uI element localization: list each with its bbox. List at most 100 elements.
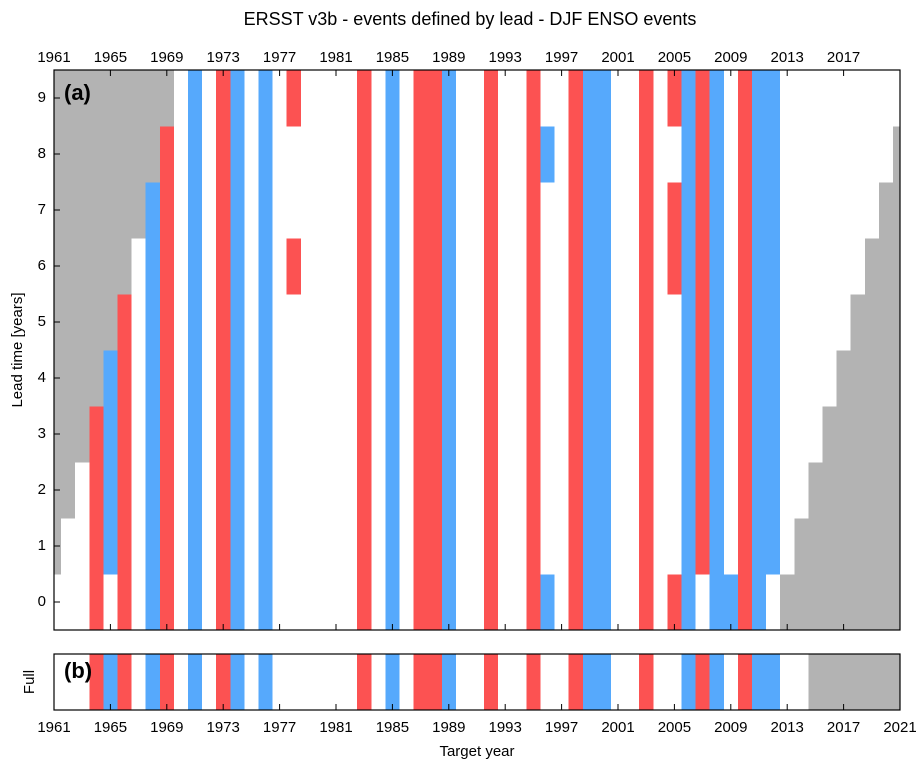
cell <box>822 406 838 463</box>
cell <box>103 182 118 239</box>
cell <box>159 294 175 351</box>
cell <box>484 182 499 239</box>
cell <box>892 462 901 519</box>
cell <box>878 70 894 127</box>
cell <box>625 350 640 407</box>
x-tick-label: 1997 <box>545 719 578 736</box>
cell <box>568 182 584 239</box>
cell <box>653 574 668 631</box>
cell <box>766 182 781 239</box>
cell <box>780 654 795 710</box>
cell <box>117 462 133 519</box>
cell <box>145 294 161 351</box>
cell <box>244 406 259 463</box>
cell <box>385 126 400 183</box>
cell <box>145 350 161 407</box>
cell <box>794 294 809 351</box>
cell <box>61 462 76 519</box>
cell <box>667 462 682 519</box>
cell <box>498 294 513 351</box>
y-tick-label: 6 <box>38 257 46 274</box>
cell <box>328 350 344 407</box>
cell <box>766 294 781 351</box>
cell <box>526 350 541 407</box>
cell <box>653 406 668 463</box>
cell <box>328 70 344 127</box>
cell <box>469 126 485 183</box>
cell <box>117 294 133 351</box>
cell <box>230 238 245 295</box>
cell <box>357 238 372 295</box>
cell <box>300 654 316 710</box>
cell <box>272 350 288 407</box>
cell <box>554 238 570 295</box>
cell <box>371 462 386 519</box>
cell <box>892 406 901 463</box>
x-tick-label-top: 1993 <box>489 49 522 66</box>
cell <box>484 238 499 295</box>
y-tick-label: 0 <box>38 593 46 610</box>
cell <box>723 654 739 710</box>
cell <box>723 462 739 519</box>
cell <box>357 462 372 519</box>
cell <box>75 462 90 519</box>
x-tick-label: 1961 <box>37 719 70 736</box>
x-tick-label: 1993 <box>489 719 522 736</box>
cell <box>469 654 485 710</box>
cell <box>737 294 753 351</box>
cell <box>230 182 245 239</box>
cell <box>469 574 485 631</box>
cell <box>568 654 584 710</box>
cell <box>371 70 386 127</box>
cell <box>399 238 415 295</box>
cell <box>230 350 245 407</box>
cell <box>455 182 471 239</box>
cell <box>794 238 809 295</box>
cell <box>568 462 584 519</box>
cell <box>258 654 274 710</box>
cell <box>469 182 485 239</box>
cell <box>780 406 795 463</box>
cell <box>751 518 767 575</box>
cell <box>596 126 612 183</box>
cell <box>850 518 866 575</box>
x-tick-label: 1965 <box>94 719 127 736</box>
cell <box>357 70 372 127</box>
cell <box>582 574 598 631</box>
cell <box>357 654 372 710</box>
cell <box>667 182 682 239</box>
cell <box>639 654 654 710</box>
cell <box>484 350 499 407</box>
cell <box>385 574 400 631</box>
cell <box>836 654 852 710</box>
cell <box>498 518 513 575</box>
cell <box>216 350 231 407</box>
cell <box>610 182 626 239</box>
cell <box>766 406 781 463</box>
cell <box>737 574 753 631</box>
cell <box>878 126 894 183</box>
cell <box>75 518 90 575</box>
panel-a-frame <box>53 69 901 631</box>
cell <box>343 574 358 631</box>
cell <box>836 294 852 351</box>
cell <box>568 518 584 575</box>
cell <box>695 238 711 295</box>
cell <box>216 518 231 575</box>
cell <box>836 350 852 407</box>
cell <box>328 574 344 631</box>
cell <box>286 126 302 183</box>
cell <box>385 462 400 519</box>
cell <box>723 350 739 407</box>
cell <box>145 70 161 127</box>
cell <box>554 654 570 710</box>
cell <box>625 462 640 519</box>
cell <box>498 574 513 631</box>
cell <box>117 518 133 575</box>
cell <box>554 126 570 183</box>
cell <box>540 518 556 575</box>
y-tick-label: 8 <box>38 145 46 162</box>
cell <box>794 574 809 631</box>
cell <box>159 238 175 295</box>
cell <box>695 182 711 239</box>
